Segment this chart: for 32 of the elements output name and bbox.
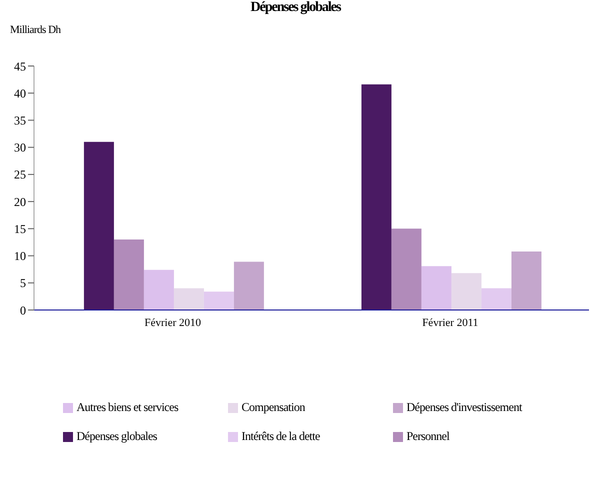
y-tick-label: 5 xyxy=(20,276,26,290)
y-axis-title: Milliards Dh xyxy=(10,24,61,36)
legend-label: Autres biens et services xyxy=(76,400,178,414)
bar xyxy=(361,84,392,310)
bar xyxy=(144,270,174,310)
y-tick-label: 0 xyxy=(20,303,26,318)
y-tick-label: 25 xyxy=(14,168,26,182)
bar xyxy=(451,273,482,310)
y-tick-label: 20 xyxy=(14,194,26,209)
chart-title: Dépenses globales xyxy=(250,0,342,16)
legend-label: Compensation xyxy=(242,400,305,414)
bar xyxy=(481,288,512,310)
legend-label: Personnel xyxy=(406,429,450,443)
bar xyxy=(174,288,204,310)
legend-label: Dépenses globales xyxy=(76,429,157,443)
y-tick-label: 10 xyxy=(14,249,26,264)
bar xyxy=(511,251,542,310)
bar xyxy=(114,240,144,310)
y-tick-label: 30 xyxy=(14,140,26,155)
legend-label: Dépenses d'investissement xyxy=(406,400,522,414)
bar xyxy=(421,266,452,310)
legend-label: Intérêts de la dette xyxy=(242,429,320,443)
y-tick-label: 35 xyxy=(14,113,26,128)
y-tick-label: 45 xyxy=(14,59,26,74)
bar xyxy=(234,262,264,310)
y-tick-label: 40 xyxy=(14,86,26,100)
bar xyxy=(391,228,422,310)
x-tick-label: Février 2011 xyxy=(422,316,478,329)
bar xyxy=(204,292,234,310)
x-tick-label: Février 2010 xyxy=(144,316,202,329)
bar xyxy=(84,142,114,310)
y-tick-label: 15 xyxy=(14,222,26,236)
